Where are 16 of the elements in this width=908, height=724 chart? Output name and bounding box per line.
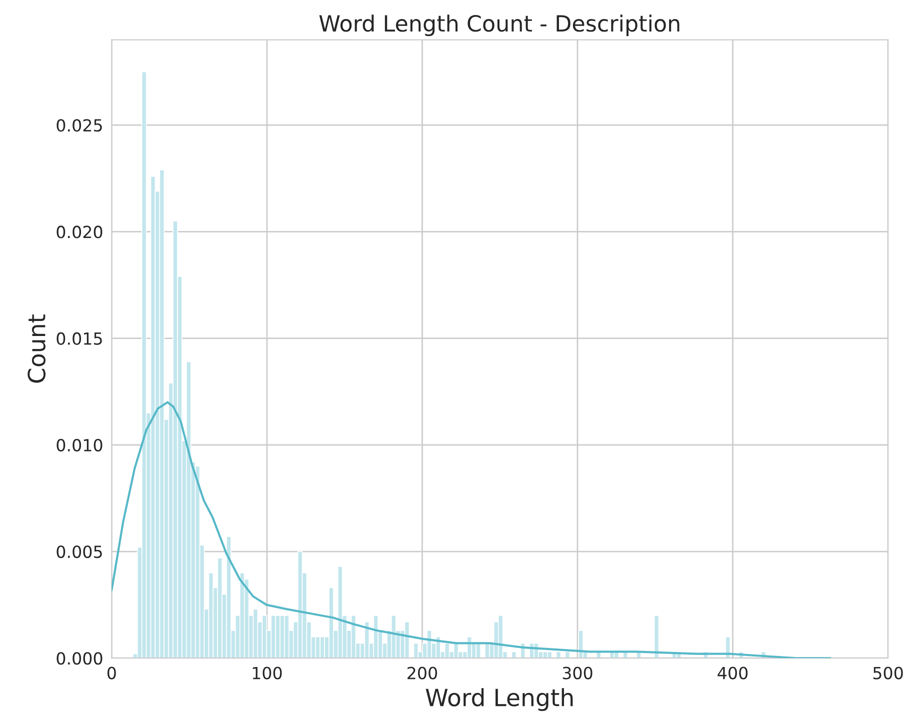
y-tick-label: 0.015 [56,332,102,345]
chart-title: Word Length Count - Description [319,14,680,36]
x-tick-label: 500 [873,666,903,680]
x-tick-label: 300 [562,666,592,680]
y-tick-label: 0.005 [56,545,102,558]
x-tick-label: 400 [718,666,748,680]
x-tick-label: 0 [107,666,116,680]
y-tick-label: 0.025 [56,119,102,132]
y-axis-title: Count [28,314,46,383]
y-tick-label: 0.010 [56,438,102,452]
y-tick-label: 0.000 [56,652,102,665]
y-tick-label: 0.020 [56,226,102,238]
x-axis-title: Word Length [426,688,573,711]
line-series [112,401,831,658]
x-tick-label: 100 [252,666,282,680]
x-tick-label: 200 [408,666,438,680]
